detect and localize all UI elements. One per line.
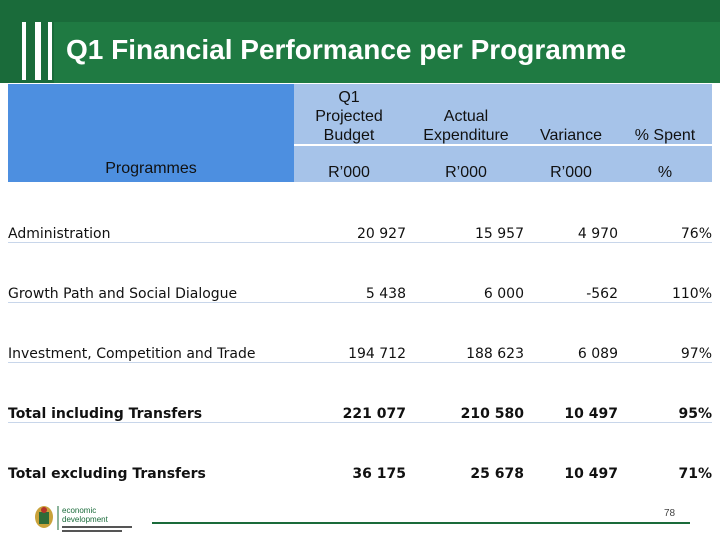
decor-stripe	[35, 22, 41, 80]
cell-variance: 10 497	[564, 406, 618, 422]
cell-variance: 4 970	[577, 226, 618, 242]
svg-text:economic: economic	[62, 506, 96, 515]
col-header-line	[406, 88, 526, 107]
header-divider	[294, 144, 712, 146]
cell-budget: 20 927	[357, 226, 406, 242]
programmes-header: Programmes	[105, 160, 197, 177]
table-row: Total excluding Transfers 36 175 25 678 …	[8, 422, 712, 482]
unit-variance: R’000	[550, 164, 592, 181]
coat-of-arms-icon: economic development	[32, 502, 152, 536]
cell-spent: 95%	[678, 406, 712, 422]
cell-actual: 25 678	[470, 466, 524, 482]
table-row: Total including Transfers 221 077 210 58…	[8, 362, 712, 422]
unit-actual: R’000	[445, 164, 487, 181]
col-header-line: Budget	[323, 127, 375, 144]
col-header-line: Actual	[443, 108, 489, 125]
col-header-line: Q1	[338, 89, 360, 106]
cell-actual: 6 000	[483, 286, 524, 302]
col-header-line: Projected	[315, 108, 383, 125]
table-row: Investment, Competition and Trade 194 71…	[8, 302, 712, 362]
title-band	[54, 22, 720, 83]
col-header-spent: % Spent	[618, 88, 712, 145]
row-programme: Growth Path and Social Dialogue	[8, 286, 238, 302]
col-header-actual: Actual Expenditure	[406, 88, 526, 145]
cell-actual: 15 957	[475, 226, 524, 242]
unit-spent: %	[657, 164, 673, 181]
financial-table: Programmes Q1 Projected Budget Actual Ex…	[8, 84, 712, 484]
decor-stripe	[48, 22, 52, 80]
cell-spent: 76%	[680, 226, 712, 242]
decor-stripe	[22, 22, 26, 80]
table-header-values	[294, 84, 712, 182]
economic-development-logo: economic development	[32, 502, 152, 536]
col-header-budget: Q1 Projected Budget	[294, 88, 404, 145]
col-header-line: Expenditure	[423, 127, 509, 144]
cell-budget: 194 712	[348, 346, 406, 362]
svg-text:development: development	[62, 515, 109, 524]
cell-budget: 36 175	[352, 466, 406, 482]
footer-rule	[32, 522, 690, 524]
row-programme: Total excluding Transfers	[8, 466, 206, 482]
col-header-variance: Variance	[526, 88, 616, 145]
cell-spent: 97%	[680, 346, 712, 362]
table-header-programmes	[8, 84, 294, 182]
table-row: Administration 20 927 15 957 4 970 76%	[8, 182, 712, 242]
col-header-line	[526, 88, 616, 107]
col-header-line	[618, 88, 712, 107]
cell-actual: 188 623	[466, 346, 524, 362]
cell-spent: 71%	[678, 466, 712, 482]
row-programme: Investment, Competition and Trade	[8, 346, 256, 362]
cell-variance: 6 089	[577, 346, 618, 362]
col-header-line	[618, 107, 712, 126]
cell-spent: 110%	[671, 286, 712, 302]
table-row: Growth Path and Social Dialogue 5 438 6 …	[8, 242, 712, 302]
col-header-line: Variance	[540, 127, 602, 144]
title-bar: Q1 Financial Performance per Programme	[0, 0, 720, 83]
cell-variance: 10 497	[564, 466, 618, 482]
col-header-line	[526, 107, 616, 126]
row-separator	[8, 302, 712, 303]
row-programme: Administration	[8, 226, 111, 242]
row-separator	[8, 422, 712, 423]
cell-budget: 221 077	[342, 406, 406, 422]
unit-budget: R’000	[328, 164, 370, 181]
row-programme: Total including Transfers	[8, 406, 203, 422]
row-separator	[8, 362, 712, 363]
cell-budget: 5 438	[365, 286, 406, 302]
row-separator	[8, 242, 712, 243]
cell-actual: 210 580	[460, 406, 524, 422]
page-title: Q1 Financial Performance per Programme	[66, 34, 627, 65]
page-number: 78	[664, 508, 676, 519]
col-header-line: % Spent	[634, 127, 696, 144]
cell-variance: -562	[586, 286, 618, 302]
